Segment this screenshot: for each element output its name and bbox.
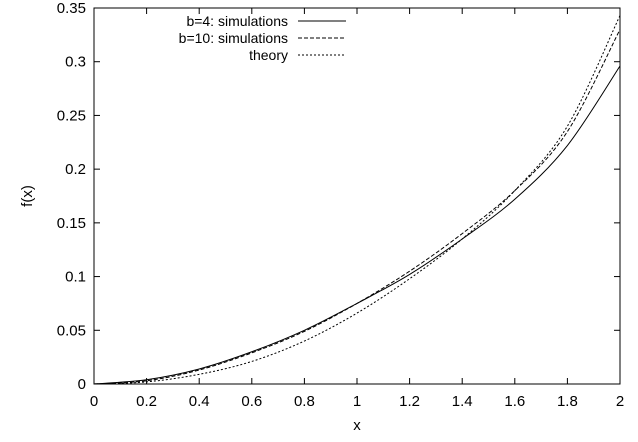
y-tick-label: 0.2 bbox=[65, 161, 86, 178]
y-axis-label: f(x) bbox=[19, 185, 36, 207]
x-tick-label: 0.6 bbox=[241, 393, 262, 410]
legend-label-b4-simulations: b=4: simulations bbox=[186, 13, 288, 29]
y-tick-label: 0.05 bbox=[57, 322, 86, 339]
x-tick-label: 0.4 bbox=[189, 393, 210, 410]
x-tick-label: 0.2 bbox=[136, 393, 157, 410]
plot-frame bbox=[93, 7, 621, 385]
y-tick-label: 0 bbox=[78, 376, 86, 393]
axis-ticks: 0 0.2 0.4 0.6 0.8 1 1.2 1.4 1.6 1.8 2 0 0.05 0.1 0.15 0… bbox=[57, 0, 624, 410]
x-tick-label: 0 bbox=[90, 393, 98, 410]
x-tick-label: 1.4 bbox=[452, 393, 473, 410]
legend-label-b10-simulations: b=10: simulations bbox=[179, 30, 288, 46]
series-line-theory bbox=[93, 15, 621, 385]
y-tick-label: 0.25 bbox=[57, 107, 86, 124]
series-line-b10-simulations bbox=[93, 29, 621, 385]
x-tick-label: 1 bbox=[353, 393, 361, 410]
series-lines bbox=[93, 15, 621, 385]
x-tick-label: 1.6 bbox=[504, 393, 525, 410]
series-line-b4-simulations bbox=[93, 65, 621, 385]
x-tick-label: 2 bbox=[616, 393, 624, 410]
x-axis-label: x bbox=[353, 417, 361, 434]
y-tick-label: 0.1 bbox=[65, 269, 86, 286]
x-tick-label: 1.8 bbox=[557, 393, 578, 410]
legend-label-theory: theory bbox=[249, 47, 288, 63]
y-tick-label: 0.3 bbox=[65, 54, 86, 71]
x-tick-label: 0.8 bbox=[294, 393, 315, 410]
y-tick-label: 0.35 bbox=[57, 0, 86, 17]
x-tick-label: 1.2 bbox=[399, 393, 420, 410]
y-tick-label: 0.15 bbox=[57, 215, 86, 232]
